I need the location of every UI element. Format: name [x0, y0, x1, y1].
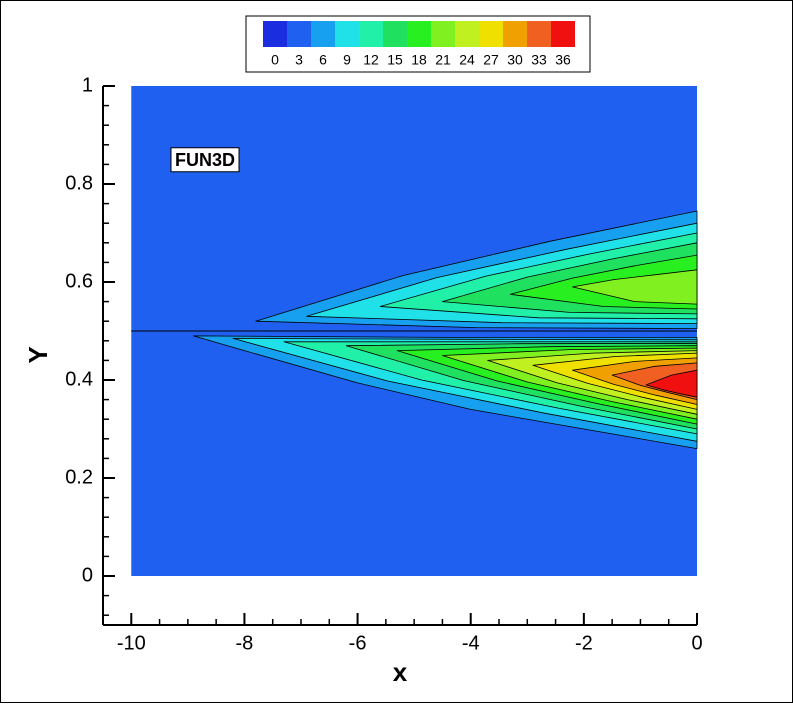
colorbar-label: 6 — [319, 52, 327, 68]
y-tick-label: 1 — [82, 74, 93, 96]
colorbar-label: 18 — [411, 52, 427, 68]
colorbar-swatch — [455, 21, 479, 47]
colorbar-label: 15 — [387, 52, 403, 68]
colorbar-label: 24 — [459, 52, 475, 68]
colorbar-swatch — [359, 21, 383, 47]
y-tick-label: 0.4 — [65, 368, 93, 390]
colorbar-label: 0 — [271, 52, 279, 68]
colorbar-label: 36 — [555, 52, 571, 68]
colorbar-label: 21 — [435, 52, 451, 68]
y-tick-label: 0.6 — [65, 270, 93, 292]
colorbar-swatch — [431, 21, 455, 47]
colorbar-swatch — [551, 21, 575, 47]
x-tick-label: -6 — [349, 632, 367, 654]
x-tick-label: -4 — [462, 632, 480, 654]
x-tick-label: -2 — [575, 632, 593, 654]
y-tick-label: 0.2 — [65, 466, 93, 488]
colorbar-label: 27 — [483, 52, 499, 68]
x-tick-label: -8 — [236, 632, 254, 654]
colorbar-swatch — [383, 21, 407, 47]
colorbar-swatch — [311, 21, 335, 47]
colorbar-swatch — [287, 21, 311, 47]
contour-region — [572, 269, 698, 305]
x-tick-label: 0 — [691, 632, 702, 654]
colorbar-swatch — [503, 21, 527, 47]
y-tick-label: 0.8 — [65, 172, 93, 194]
colorbar-swatch — [263, 21, 287, 47]
colorbar-swatch — [407, 21, 431, 47]
colorbar-swatch — [479, 21, 503, 47]
colorbar-label: 30 — [507, 52, 523, 68]
x-axis-label: x — [393, 657, 408, 687]
contour-region — [645, 369, 698, 398]
colorbar-label: 3 — [295, 52, 303, 68]
colorbar-label: 12 — [363, 52, 379, 68]
colorbar-label: 9 — [343, 52, 351, 68]
annotation: FUN3D — [175, 150, 235, 170]
colorbar-label: 33 — [531, 52, 547, 68]
y-tick-label: 0 — [82, 564, 93, 586]
colorbar-swatch — [335, 21, 359, 47]
colorbar-swatch — [527, 21, 551, 47]
annotation-box — [170, 147, 240, 173]
x-tick-label: -10 — [117, 632, 146, 654]
y-axis-label: Y — [23, 346, 53, 363]
